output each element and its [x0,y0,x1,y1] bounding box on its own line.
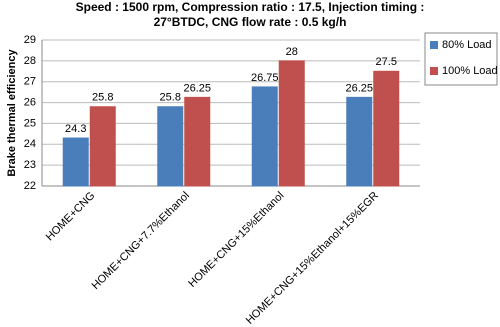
y-tick-label: 27 [24,76,36,88]
bar [157,106,184,187]
legend-swatch [430,67,438,75]
y-tick-label: 24 [24,138,36,150]
data-label: 27.5 [376,56,397,68]
y-axis-title: Brake thermal efficiency [6,49,18,177]
bar [346,96,373,187]
bar [89,106,116,187]
data-label: 26.75 [251,72,279,84]
data-label: 26.25 [345,82,373,94]
y-tick-label: 29 [24,34,36,46]
y-tick-label: 23 [24,159,36,171]
x-tick-label: HOME+CNG+15%Ethanol [186,190,286,290]
legend-label: 100% Load [442,65,498,77]
x-tick-label: HOME+CNG+7.7%Ethanol [90,190,192,292]
bar [278,60,305,187]
data-label: 26.25 [183,82,211,94]
bar [251,86,278,187]
y-tick-label: 22 [24,180,36,192]
bar [373,70,400,187]
chart-title-line: Speed : 1500 rpm, Compression ratio : 17… [76,0,425,14]
y-tick-label: 28 [24,55,36,67]
bar [184,96,211,187]
y-tick-label: 26 [24,96,36,108]
data-label: 25.8 [160,92,181,104]
x-tick-label: HOME+CNG [44,190,98,244]
data-label: 24.3 [65,123,86,135]
data-label: 25.8 [92,92,113,104]
legend-label: 80% Load [442,39,492,51]
bar [62,137,89,187]
y-tick-label: 25 [24,117,36,129]
legend-swatch [430,41,438,49]
data-label: 28 [286,46,298,58]
chart-title-line: 27°BTDC, CNG flow rate : 0.5 kg/h [154,15,347,29]
